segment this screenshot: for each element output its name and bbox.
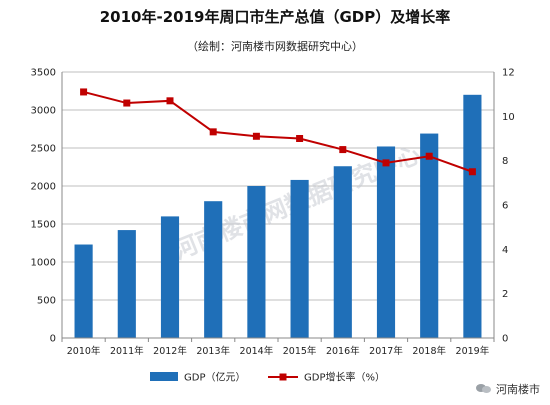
- growth-rate-point: [339, 146, 347, 154]
- growth-rate-point: [209, 128, 217, 136]
- y-left-tick-label: 0: [50, 334, 56, 345]
- y-right-tick-label: 12: [502, 68, 515, 79]
- y-left-tick-label: 2500: [31, 144, 56, 155]
- growth-rate-point: [296, 135, 304, 142]
- growth-rate-line: [83, 90, 473, 173]
- x-tick-label: 2019年: [456, 345, 490, 357]
- x-tick-label: 2012年: [153, 345, 187, 357]
- gdp-bar: [74, 244, 93, 338]
- gdp-bar: [117, 230, 136, 338]
- y-left-tick-label: 2000: [31, 182, 56, 193]
- y-right-tick-label: 6: [502, 201, 508, 212]
- growth-rate-point: [252, 132, 260, 140]
- x-tick-label: 2018年: [412, 345, 446, 357]
- chart-title: 2010年-2019年周口市生产总值（GDP）及增长率: [99, 8, 451, 26]
- x-tick-label: 2010年: [67, 345, 101, 357]
- y-right-tick-label: 10: [502, 112, 515, 123]
- growth-rate-point: [382, 159, 390, 167]
- x-tick-label: 2015年: [283, 345, 317, 357]
- growth-rate-point: [166, 97, 174, 105]
- y-left-tick-label: 3500: [31, 68, 56, 79]
- growth-rate-point: [80, 88, 88, 96]
- y-left-tick-label: 1000: [31, 258, 56, 269]
- gdp-bar: [160, 216, 180, 338]
- legend-gdp-label: GDP（亿元）: [184, 371, 245, 384]
- x-tick-label: 2013年: [196, 345, 230, 357]
- y-right-tick-label: 2: [502, 289, 508, 300]
- gdp-bar: [247, 186, 266, 338]
- legend-growth-marker: [279, 373, 287, 381]
- gdp-bar: [290, 179, 309, 338]
- growth-rate-point: [425, 152, 433, 160]
- x-tick-label: 2011年: [110, 345, 144, 357]
- x-tick-label: 2016年: [326, 345, 360, 357]
- y-right-tick-label: 8: [502, 156, 508, 167]
- y-left-tick-label: 1500: [31, 220, 56, 231]
- gdp-bar: [333, 166, 352, 338]
- gdp-bar: [376, 146, 396, 338]
- growth-rate-point: [123, 99, 131, 107]
- y-right-tick-label: 4: [502, 245, 508, 256]
- brand-label: 河南楼市: [496, 383, 540, 396]
- y-left-tick-label: 500: [37, 296, 56, 307]
- y-right-tick-label: 0: [502, 334, 508, 345]
- legend-gdp-swatch: [150, 372, 178, 381]
- x-tick-label: 2014年: [240, 345, 274, 357]
- gdp-bar: [204, 201, 223, 338]
- legend-growth-label: GDP增长率（%）: [304, 371, 385, 384]
- x-tick-label: 2017年: [369, 345, 403, 357]
- brand-badge: 河南楼市: [476, 381, 540, 397]
- gdp-bar: [420, 133, 439, 338]
- gdp-bar: [463, 94, 482, 338]
- growth-rate-point: [468, 168, 476, 176]
- wechat-icon: [476, 383, 492, 395]
- y-left-tick-label: 3000: [31, 106, 56, 117]
- chart-subtitle: （绘制：河南楼市网数据研究中心）: [187, 40, 363, 53]
